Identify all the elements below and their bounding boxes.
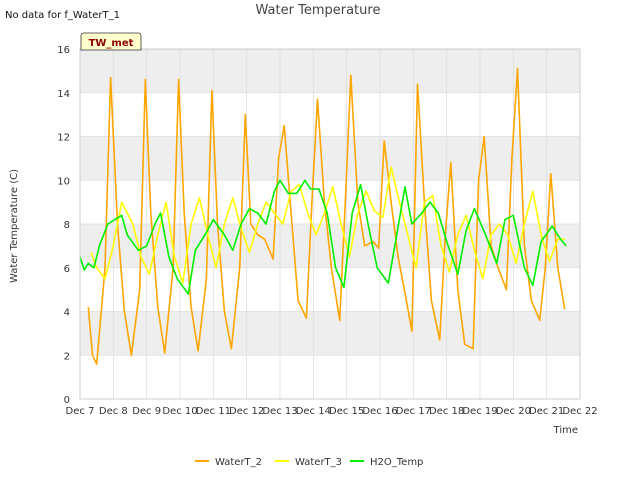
y-axis-ticks: 0 2 4 6 8 10 12 14 16 [57,45,70,406]
legend-label: WaterT_2 [215,457,262,468]
y-tick-label: 0 [64,395,70,406]
grid-bands [80,49,580,356]
x-tick-label: Dec 7 [66,406,95,417]
x-tick-label: Dec 10 [162,406,197,417]
x-tick-label: Dec 14 [296,406,331,417]
badge-label: TW_met [89,38,134,49]
grid-band [80,136,580,181]
x-tick-label: Dec 13 [262,406,297,417]
legend-label: WaterT_3 [295,457,342,468]
series-layer [79,67,567,365]
legend: WaterT_2 WaterT_3 H2O_Temp [195,457,423,468]
series-line-WaterT_2 [87,67,566,365]
grid-band [80,49,580,93]
y-tick-label: 12 [57,133,70,144]
x-tick-label: Dec 15 [329,406,364,417]
grid-band [80,311,580,356]
y-tick-label: 6 [64,264,70,275]
series-line-H2O_Temp [79,179,567,295]
plot-frame [79,48,581,400]
badge-background [80,32,142,51]
no-data-note: No data for f_WaterT_1 [5,10,120,21]
y-tick-label: 2 [64,351,70,362]
y-tick-label: 8 [64,220,70,231]
x-tick-label: Dec 20 [496,406,531,417]
series-line-WaterT_3 [90,166,565,284]
chart-title: Water Temperature [256,3,381,18]
x-tick-label: Dec 17 [396,406,431,417]
tw-met-badge: TW_met [80,32,142,51]
y-tick-label: 4 [64,308,70,319]
x-tick-label: Dec 9 [132,406,161,417]
y-tick-label: 14 [57,89,70,100]
x-tick-label: Dec 18 [429,406,464,417]
x-tick-label: Dec 11 [196,406,231,417]
x-tick-label: Dec 19 [462,406,497,417]
plot-area [79,48,581,400]
x-tick-label: Dec 21 [529,406,564,417]
x-tick-label: Dec 8 [99,406,128,417]
x-tick-label: Dec 22 [562,406,597,417]
x-tick-label: Dec 16 [362,406,397,417]
y-axis-label: Water Temperature (C) [9,169,20,283]
y-tick-label: 16 [57,45,70,56]
x-tick-label: Dec 12 [229,406,264,417]
y-tick-label: 10 [57,176,70,187]
x-axis-label: Time [553,425,578,436]
legend-label: H2O_Temp [370,457,423,468]
